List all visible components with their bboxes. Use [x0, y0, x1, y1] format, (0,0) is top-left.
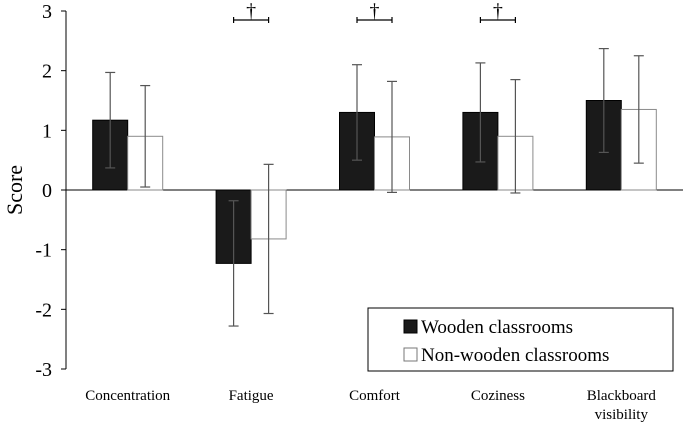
- significance-markers: † † †: [233, 0, 517, 23]
- error-bars: [105, 47, 644, 327]
- category-label-2-line-0: Comfort: [349, 388, 401, 404]
- category-label-3: Coziness: [471, 388, 525, 404]
- sig-symbol-2: †: [493, 0, 503, 22]
- y-tick-label-3: 0: [42, 180, 52, 202]
- y-axis-title: Score: [2, 165, 27, 215]
- category-label-3-line-0: Coziness: [471, 388, 525, 404]
- category-label-0-line-0: Concentration: [85, 388, 170, 404]
- y-tick-label-2: 1: [42, 120, 52, 142]
- legend-label-0: Wooden classrooms: [421, 317, 573, 338]
- category-label-4: Blackboard visibility: [587, 388, 657, 423]
- y-tick-label-1: 2: [42, 61, 52, 83]
- legend: Wooden classrooms Non-wooden classrooms: [367, 307, 674, 372]
- y-tick-label-5: -2: [35, 299, 52, 321]
- legend-label-1: Non-wooden classrooms: [421, 345, 609, 366]
- category-label-2: Comfort: [349, 388, 401, 404]
- sig-symbol-1: †: [370, 0, 380, 22]
- y-tick-label-0: 3: [42, 1, 52, 23]
- bars: [92, 100, 657, 264]
- legend-swatch-1: [403, 347, 418, 362]
- category-label-1-line-0: Fatigue: [229, 388, 274, 404]
- legend-swatch-0: [403, 319, 418, 334]
- category-label-4-line-1: visibility: [595, 407, 649, 423]
- y-tick-label-4: -1: [35, 240, 52, 262]
- category-label-0: Concentration: [85, 388, 170, 404]
- category-label-4-line-0: Blackboard: [587, 388, 657, 404]
- category-label-1: Fatigue: [229, 388, 274, 404]
- sig-symbol-0: †: [246, 0, 256, 22]
- axes: 3 2 1 0 -1 -2 -3 Score Concentration Fatigue Comfo…: [2, 1, 683, 423]
- legend-box: [367, 307, 674, 372]
- y-tick-label-6: -3: [35, 359, 52, 381]
